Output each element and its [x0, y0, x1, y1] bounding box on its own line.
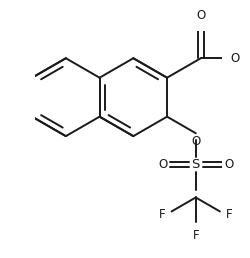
Text: O: O: [231, 52, 240, 65]
Text: O: O: [224, 158, 234, 171]
Text: O: O: [158, 158, 167, 171]
Text: O: O: [191, 134, 200, 148]
Text: F: F: [192, 229, 199, 241]
Text: S: S: [192, 158, 200, 171]
Text: F: F: [159, 207, 166, 221]
Text: F: F: [226, 207, 232, 221]
Text: O: O: [196, 9, 205, 22]
